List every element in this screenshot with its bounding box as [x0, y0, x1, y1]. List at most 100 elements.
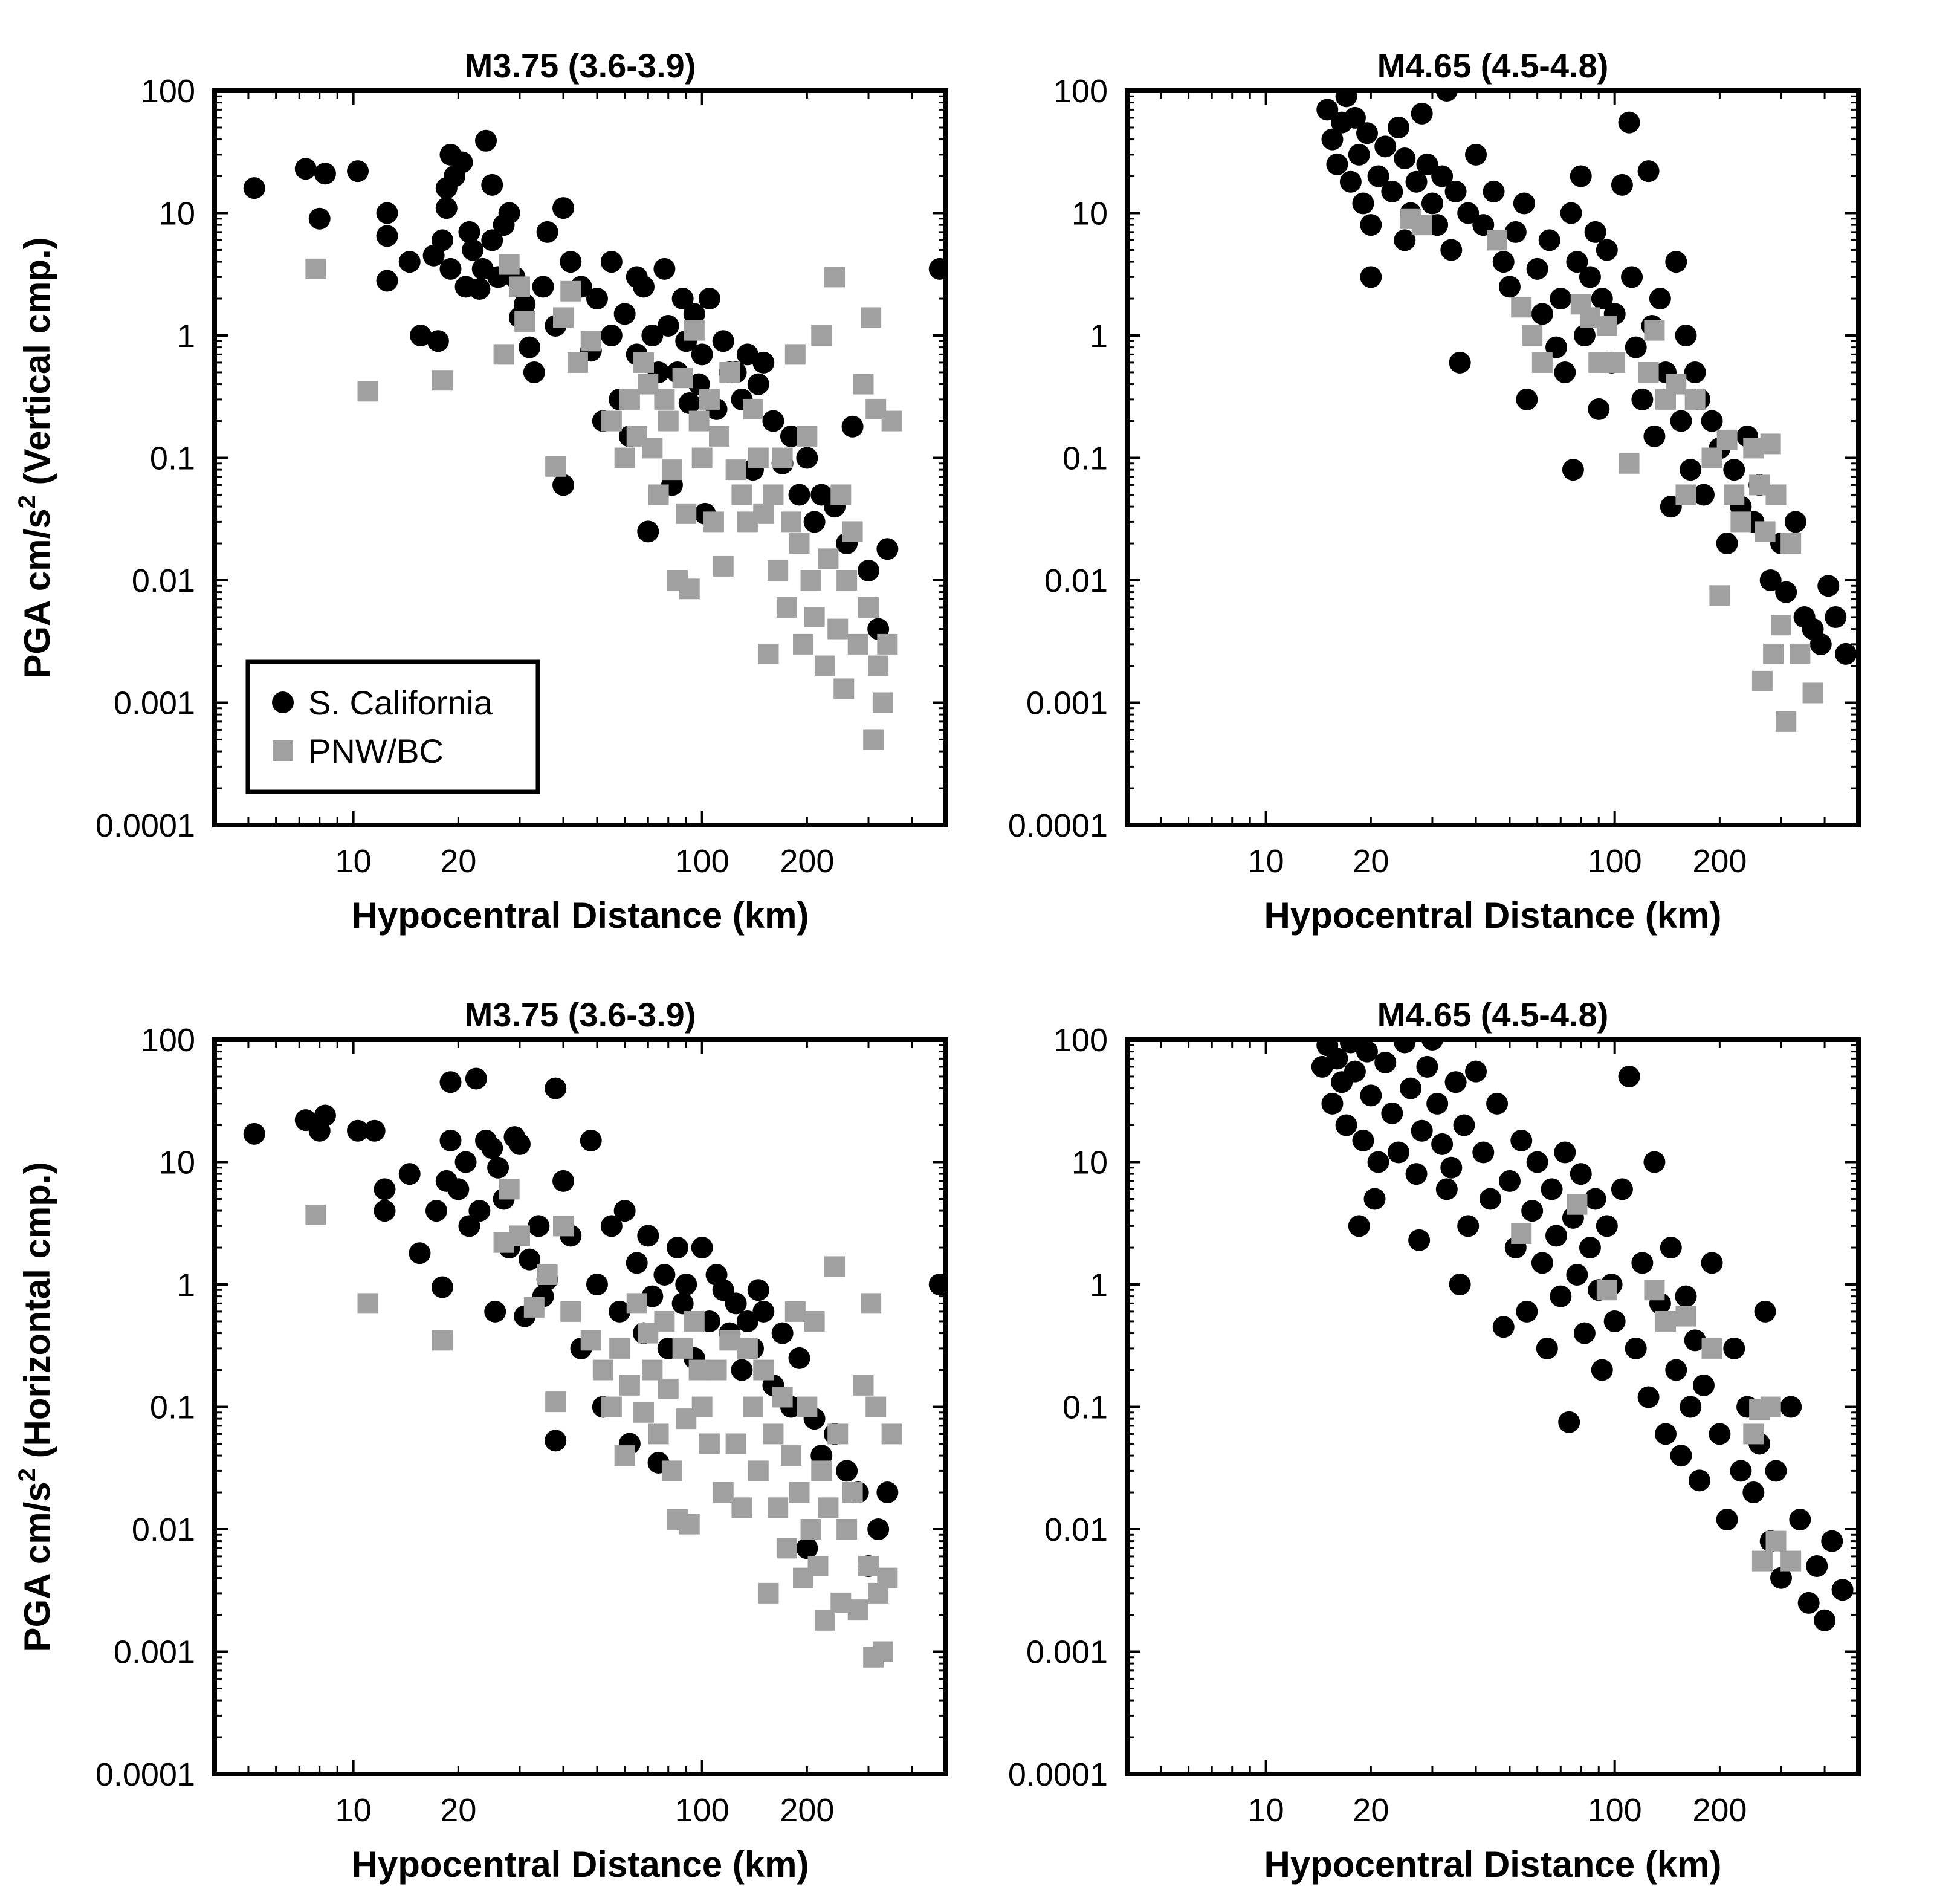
data-point [1465, 1060, 1487, 1083]
data-point [1545, 1225, 1568, 1247]
data-point [633, 1402, 655, 1423]
data-point [661, 1460, 682, 1481]
data-point [1621, 266, 1643, 288]
data-point [672, 1338, 693, 1359]
data-point [1611, 173, 1633, 196]
data-point [1449, 351, 1471, 374]
data-point [1751, 670, 1773, 691]
data-point [398, 1163, 421, 1185]
data-point [1570, 165, 1592, 187]
panel-title: M3.75 (3.6-3.9) [465, 996, 696, 1034]
data-point [314, 1104, 336, 1127]
data-point [305, 1204, 326, 1225]
data-point [747, 373, 769, 395]
data-point [691, 343, 713, 366]
data-point [560, 1301, 581, 1322]
legend-label: PNW/BC [308, 732, 444, 770]
data-point [796, 447, 818, 469]
data-point [1511, 1223, 1532, 1244]
data-point [614, 447, 635, 468]
data-point [1670, 410, 1692, 432]
y-tick-label: 10 [1072, 196, 1108, 232]
data-point [1405, 1163, 1428, 1185]
x-tick-label: 10 [335, 843, 372, 879]
data-point [1625, 1337, 1647, 1359]
data-point [1618, 111, 1640, 134]
data-point [619, 1375, 640, 1396]
data-point [731, 1359, 753, 1381]
data-point [641, 325, 664, 346]
data-point [545, 456, 566, 477]
data-point [374, 1178, 396, 1200]
data-point [1730, 1460, 1752, 1482]
data-point [600, 1215, 623, 1237]
data-point [1684, 361, 1706, 383]
data-point [928, 257, 946, 280]
data-point [796, 1537, 818, 1559]
data-point [1435, 91, 1458, 102]
data-point [514, 311, 535, 332]
data-point [347, 160, 369, 183]
data-point [1743, 438, 1764, 459]
data-point [824, 267, 846, 288]
series-s-california [243, 129, 946, 640]
data-point [1742, 1481, 1765, 1504]
data-point [863, 729, 884, 750]
data-point [780, 1445, 801, 1466]
y-tick-label: 100 [141, 1022, 195, 1058]
y-tick-label: 1 [177, 1267, 195, 1303]
data-point [1486, 1092, 1509, 1115]
data-point [626, 1252, 648, 1274]
data-point [1665, 1359, 1687, 1381]
data-point [818, 548, 839, 569]
data-point [1566, 251, 1588, 273]
panels: M3.75 (3.6-3.9) 100 10 1 0.1 0.01 0.001 0.0001 1… [14, 47, 1861, 1885]
data-point [619, 389, 640, 410]
data-point [586, 1274, 608, 1295]
plot-area [1316, 91, 1857, 732]
data-point [363, 1119, 386, 1142]
data-point [1498, 1170, 1521, 1192]
data-point [811, 325, 832, 346]
data-point [1566, 1263, 1588, 1286]
data-point [699, 1433, 720, 1454]
data-point [1654, 1423, 1677, 1445]
data-point [841, 415, 864, 438]
data-point [552, 1170, 575, 1192]
data-point [780, 511, 801, 533]
data-point [1730, 511, 1751, 533]
data-point [1381, 180, 1403, 202]
y-axis-label: PGA cm/s2 (Horizontal cmp.) [14, 1162, 57, 1651]
x-tick-label: 20 [440, 1792, 476, 1828]
data-point [688, 410, 710, 432]
data-point [580, 1330, 601, 1351]
data-point [776, 597, 797, 618]
y-tick-label: 1 [1090, 1267, 1108, 1303]
data-point [427, 330, 449, 352]
plot-area [243, 1067, 946, 1668]
data-point [1716, 429, 1738, 450]
data-point [712, 330, 734, 352]
data-point [1344, 106, 1366, 129]
y-tick-label: 0.0001 [1008, 808, 1108, 844]
data-point [357, 1293, 378, 1314]
data-point [1809, 633, 1832, 655]
data-point [1709, 585, 1730, 606]
data-point [1356, 1040, 1378, 1063]
y-axis-label: PGA cm/s2 (Vertical cmp.) [14, 237, 57, 678]
data-point [499, 1179, 520, 1200]
y-axis-label-superscript: 2 [14, 495, 40, 508]
data-point [458, 221, 480, 243]
data-point [666, 1237, 688, 1259]
data-point [1596, 1215, 1618, 1237]
data-point [468, 278, 491, 300]
data-point [836, 1460, 858, 1482]
data-point [1367, 165, 1389, 187]
data-point [1596, 239, 1618, 261]
data-point [1596, 315, 1617, 336]
data-point [475, 129, 497, 152]
data-point [684, 320, 705, 341]
data-point [1644, 320, 1665, 341]
data-point [877, 1567, 898, 1588]
data-point [1770, 615, 1791, 636]
